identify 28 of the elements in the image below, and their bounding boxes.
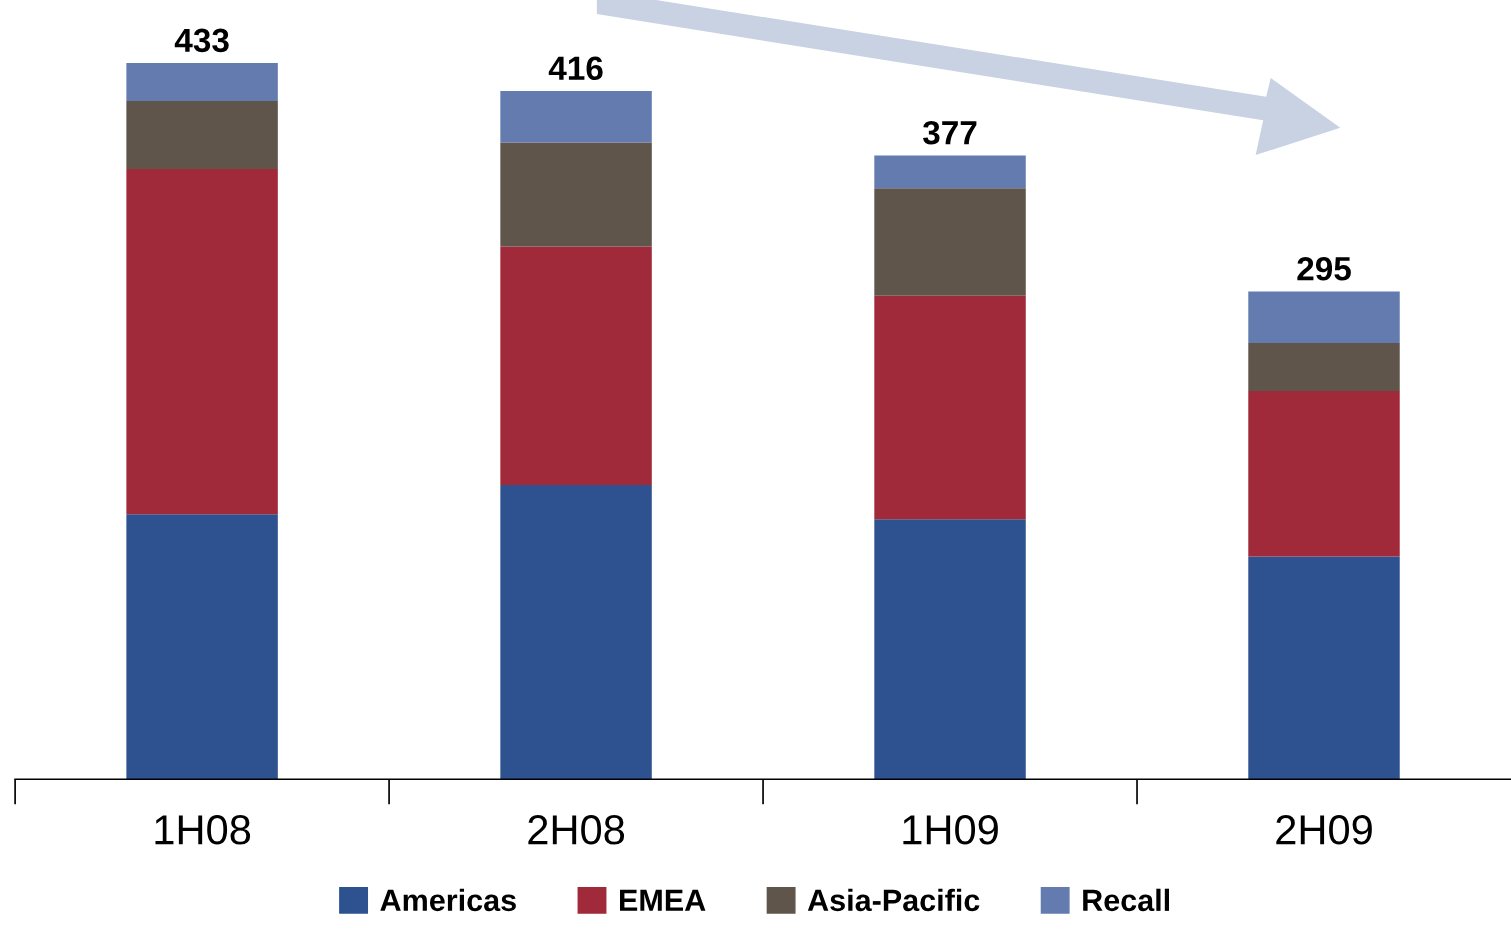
x-tick-label: 1H08: [155, 815, 251, 845]
x-tick-label: 2H09: [1276, 815, 1372, 845]
bar: [126, 514, 278, 780]
annotation: 295: [1297, 257, 1351, 281]
bar: [1248, 343, 1400, 392]
legend-label: Americas: [380, 888, 516, 912]
x-tick-label: 2H08: [528, 815, 625, 845]
bar: [500, 484, 652, 780]
bar: [126, 100, 278, 170]
bar: [500, 90, 652, 143]
bar: [500, 246, 652, 485]
bar: [1248, 391, 1400, 557]
annotation: 433: [174, 28, 229, 53]
bar: [874, 295, 1026, 520]
legend-label: Recall: [1083, 888, 1170, 912]
annotation: 416: [548, 56, 603, 81]
legend-label: EMEA: [620, 889, 706, 911]
bar: [500, 142, 652, 247]
annotation: 377: [923, 120, 977, 145]
bar: [126, 169, 278, 515]
legend-label: Asia-Pacific: [807, 888, 980, 912]
bar: [874, 188, 1026, 296]
bar: [1248, 556, 1400, 780]
bar: [874, 155, 1026, 189]
bar: [1248, 291, 1400, 344]
bar: [874, 519, 1026, 780]
x-tick-label: 1H09: [903, 815, 998, 845]
bar: [126, 63, 278, 101]
